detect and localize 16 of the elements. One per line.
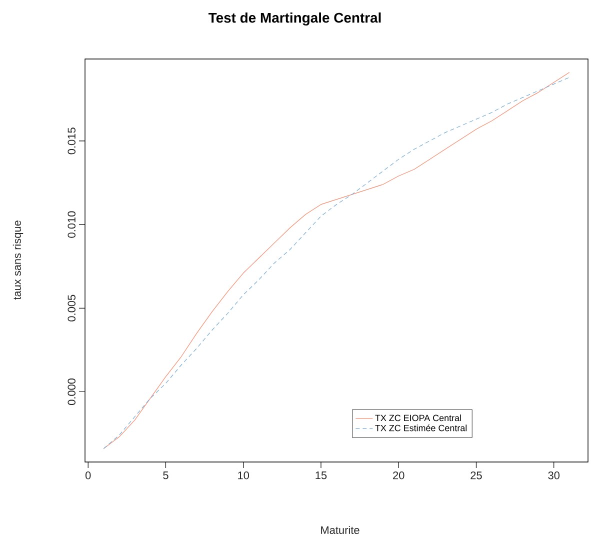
x-tick-label: 0 bbox=[85, 472, 91, 480]
chart-title: Test de Martingale Central bbox=[208, 12, 381, 26]
x-tick-label: 5 bbox=[163, 472, 168, 480]
x-tick-label: 30 bbox=[548, 472, 560, 480]
legend-label: TX ZC EIOPA Central bbox=[375, 414, 461, 422]
y-tick-label: 0.015 bbox=[68, 128, 76, 154]
x-tick-label: 25 bbox=[470, 472, 482, 480]
y-tick-label: 0.005 bbox=[68, 294, 76, 322]
y-axis-title: taux sans risque bbox=[12, 220, 24, 300]
x-tick-label: 15 bbox=[316, 472, 327, 480]
x-axis-title: Maturite bbox=[321, 526, 360, 534]
x-tick-label: 10 bbox=[238, 472, 250, 480]
y-tick-label: 0.010 bbox=[68, 211, 76, 238]
x-tick-label: 20 bbox=[393, 472, 404, 480]
y-tick-label: 0.000 bbox=[68, 378, 76, 406]
legend-label: TX ZC Estimée Central bbox=[375, 424, 467, 432]
